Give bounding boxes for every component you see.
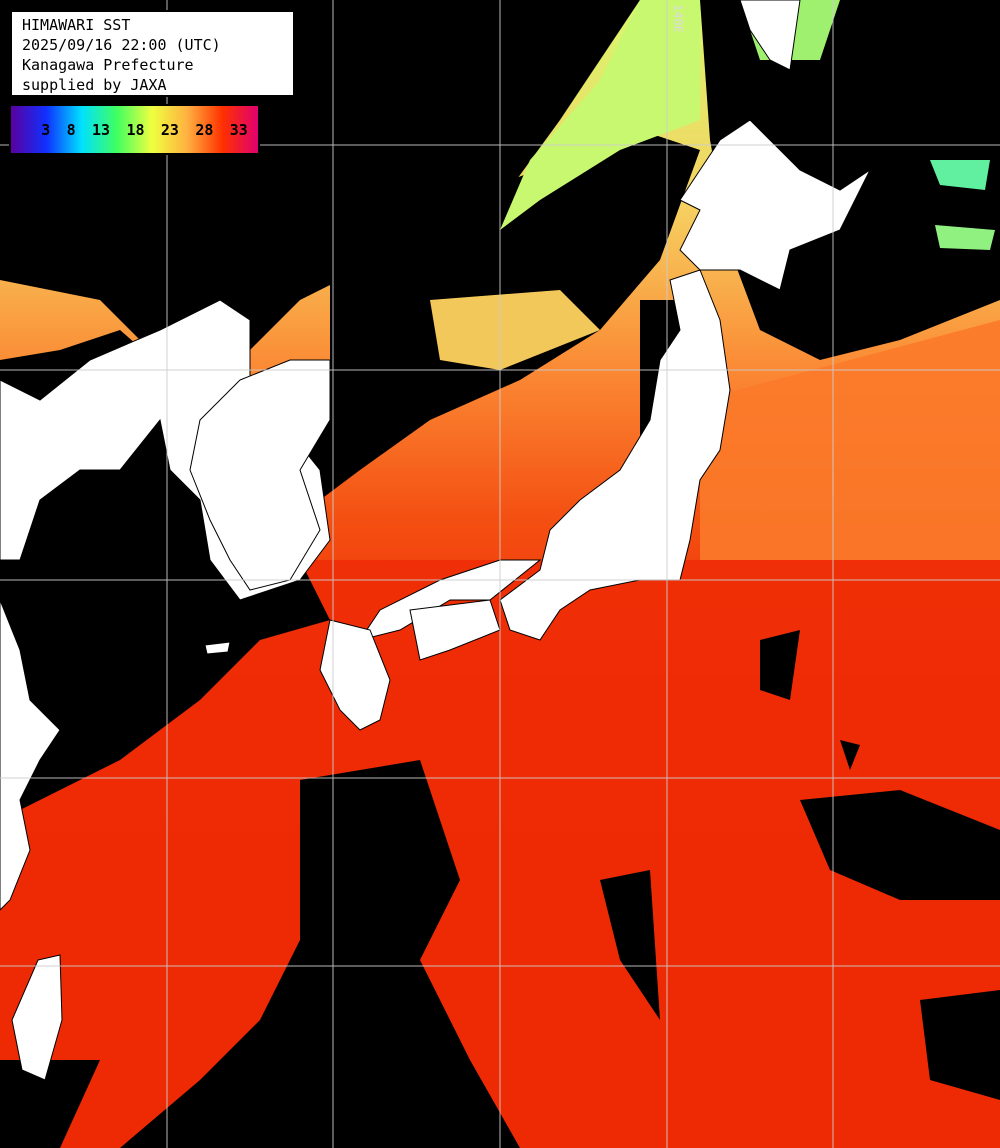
longitude-label: 140E (671, 4, 685, 33)
colorbar-legend: 3 8 13 18 23 28 33 (9, 104, 260, 155)
colorbar-tick: 28 (195, 120, 214, 139)
hokkaido (679, 119, 872, 291)
colorbar-tick: 13 (92, 120, 111, 139)
colorbar-tick: 8 (66, 120, 76, 139)
sakhalin (739, 0, 801, 71)
orange-sea-band (700, 320, 1000, 560)
colorbar-tick: 33 (229, 120, 248, 139)
kyushu (319, 619, 391, 731)
jeju (204, 641, 231, 655)
shikoku (409, 599, 501, 661)
region-line: Kanagawa Prefecture (22, 56, 194, 74)
colorbar-tick: 18 (126, 120, 145, 139)
china-coast-south (0, 599, 61, 911)
title-box: HIMAWARI SST 2025/09/16 22:00 (UTC) Kana… (10, 10, 295, 97)
timestamp-line: 2025/09/16 22:00 (UTC) (22, 36, 221, 54)
title-line: HIMAWARI SST (22, 16, 131, 34)
honshu-north (499, 269, 731, 641)
colorbar-tick: 3 (41, 120, 51, 139)
colorbar-tick: 23 (160, 120, 179, 139)
taiwan (11, 954, 63, 1081)
credit-line: supplied by JAXA (22, 76, 167, 94)
